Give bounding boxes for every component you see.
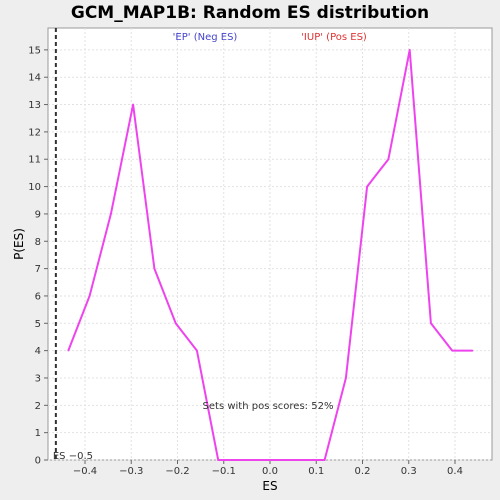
y-tick-label: 5 [35, 319, 41, 330]
data-point [366, 185, 368, 188]
data-point [471, 349, 474, 352]
y-tick-label: 9 [35, 209, 41, 220]
x-tick-label: 0.4 [447, 466, 463, 477]
x-tick-label: 0.2 [355, 466, 371, 477]
y-tick-label: 14 [28, 73, 41, 84]
series-line [67, 48, 473, 461]
data-point [196, 349, 198, 352]
y-tick-label: 12 [28, 127, 41, 138]
y-tick-label: 1 [35, 428, 41, 439]
x-tick-label: 0.1 [308, 466, 324, 477]
x-tick-label: −0.1 [212, 466, 236, 477]
data-point [238, 459, 241, 461]
x-tick-label: −0.4 [73, 466, 97, 477]
data-point [174, 322, 177, 325]
data-point [302, 459, 305, 461]
es-marker-label: ES −0.5 [53, 451, 93, 462]
y-tick-label: 2 [35, 401, 41, 412]
x-tick-label: 0.3 [401, 466, 417, 477]
y-tick-label: 11 [28, 155, 41, 166]
data-point [132, 103, 134, 106]
y-tick-label: 6 [35, 291, 41, 302]
y-tick-label: 0 [35, 456, 41, 467]
x-tick-label: −0.3 [119, 466, 143, 477]
data-point [217, 459, 219, 461]
y-tick-label: 10 [28, 182, 41, 193]
y-tick-label: 4 [35, 346, 41, 357]
legend-neg-es: 'EP' (Neg ES) [173, 32, 238, 43]
grid-lines [48, 28, 492, 461]
pos-scores-annotation: Sets with pos scores: 52% [203, 401, 334, 412]
y-tick-label: 7 [35, 264, 41, 275]
data-point [345, 377, 347, 379]
y-axis-label: P(ES) [12, 228, 26, 260]
data-point [88, 295, 91, 297]
y-tick-label: 15 [28, 45, 41, 56]
x-tick-label: 0.0 [262, 466, 278, 477]
y-tick-label: 13 [28, 100, 41, 111]
axis-ticks: −0.4 −0.3 −0.2 −0.1 0.0 0.1 0.2 0.3 0.4012345678… [28, 45, 463, 477]
data-point [67, 349, 70, 352]
data-point [451, 349, 454, 352]
data-point [408, 49, 411, 51]
x-axis-label: ES [262, 479, 277, 493]
data-point [259, 459, 262, 461]
data-point [387, 158, 390, 161]
data-point [110, 213, 112, 215]
legend-pos-es: 'IUP' (Pos ES) [301, 32, 367, 43]
x-tick-label: −0.2 [165, 466, 189, 477]
series-layer [67, 48, 474, 461]
data-point [430, 322, 432, 325]
y-tick-label: 3 [35, 373, 41, 384]
data-point [153, 267, 156, 270]
data-point [323, 459, 326, 461]
es-marker: ES −0.5 [53, 28, 93, 462]
chart-title: GCM_MAP1B: Random ES distribution [71, 3, 429, 23]
data-point [281, 459, 283, 461]
y-tick-label: 8 [35, 237, 41, 248]
